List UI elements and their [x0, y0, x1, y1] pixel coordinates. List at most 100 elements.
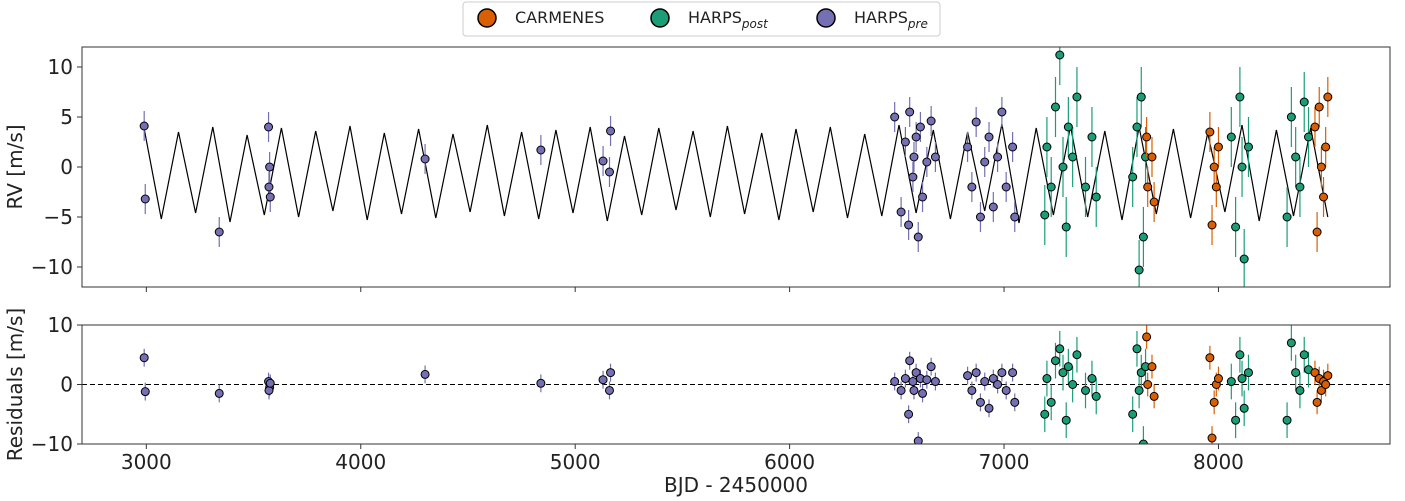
data-point — [1310, 122, 1320, 132]
legend-subscript: pre — [907, 17, 928, 31]
data-point — [890, 377, 900, 387]
data-point — [1321, 380, 1331, 389]
data-point — [1134, 385, 1144, 395]
data-point — [1055, 50, 1065, 60]
data-point — [913, 232, 923, 242]
data-point — [1142, 132, 1152, 142]
data-point — [1081, 385, 1091, 395]
data-point — [967, 385, 977, 395]
plot-area — [139, 47, 1333, 287]
data-point — [926, 116, 936, 126]
data-point — [1068, 152, 1078, 162]
data-point — [598, 156, 608, 166]
data-point — [1136, 92, 1146, 102]
legend-label: HARPSpost — [688, 8, 769, 31]
data-point — [971, 368, 981, 378]
data-point — [1209, 162, 1219, 172]
data-point — [1040, 210, 1050, 220]
data-point — [896, 207, 906, 217]
data-point — [1282, 212, 1292, 222]
data-point — [1231, 415, 1241, 425]
data-point — [1286, 338, 1296, 348]
legend-marker — [650, 8, 670, 28]
data-point — [905, 356, 915, 366]
plot-area — [82, 325, 1390, 444]
data-point — [1063, 362, 1073, 372]
data-point — [963, 142, 973, 152]
data-point — [265, 162, 275, 172]
data-point — [1316, 162, 1326, 172]
y-tick-label: 10 — [48, 55, 73, 79]
x-tick-label: 7000 — [979, 450, 1030, 474]
data-point — [1072, 350, 1082, 360]
y-tick-label: 10 — [48, 313, 73, 337]
data-point — [1295, 182, 1305, 192]
data-point — [984, 403, 994, 413]
data-point — [536, 378, 546, 388]
data-point — [963, 371, 973, 381]
data-point — [139, 121, 149, 131]
data-point — [1072, 92, 1082, 102]
plot-frame — [81, 46, 1391, 288]
data-point — [988, 374, 998, 384]
data-point — [1226, 377, 1236, 387]
data-point — [900, 374, 910, 384]
data-point — [420, 369, 430, 379]
data-point — [140, 194, 150, 204]
data-point — [140, 387, 150, 397]
data-point — [1239, 254, 1249, 264]
data-point — [1061, 415, 1071, 425]
data-point — [975, 212, 985, 222]
data-point — [908, 172, 918, 182]
y-tick-label: 5 — [60, 105, 73, 129]
data-point — [1282, 415, 1292, 425]
y-tick-label: 0 — [60, 373, 73, 397]
data-point — [1209, 397, 1219, 407]
data-point — [997, 368, 1007, 378]
data-point — [265, 378, 275, 388]
data-point — [1081, 182, 1091, 192]
data-point — [264, 385, 274, 395]
data-point — [1243, 368, 1253, 378]
x-tick-label: 3000 — [121, 450, 172, 474]
data-point — [922, 157, 932, 167]
data-point — [1132, 344, 1142, 354]
x-tick-label: 8000 — [1193, 450, 1244, 474]
data-point — [1091, 192, 1101, 202]
data-point — [900, 137, 910, 147]
data-point — [980, 157, 990, 167]
data-point — [918, 388, 928, 398]
data-point — [967, 182, 977, 192]
data-point — [1042, 374, 1052, 384]
data-point — [1132, 122, 1142, 132]
data-point — [604, 385, 614, 395]
data-point — [909, 385, 919, 395]
y-tick-label: −5 — [44, 205, 73, 229]
y-axis-label: Residuals [m/s] — [3, 308, 27, 462]
data-point — [1226, 132, 1236, 142]
data-point — [1061, 222, 1071, 232]
data-point — [1231, 222, 1241, 232]
data-point — [1134, 265, 1144, 275]
data-point — [1243, 142, 1253, 152]
data-point — [1316, 385, 1326, 395]
data-point — [1068, 380, 1078, 389]
data-point — [908, 377, 918, 387]
legend-subscript: post — [741, 17, 769, 31]
data-point — [1323, 92, 1333, 102]
data-point — [1058, 162, 1068, 172]
data-point — [1237, 162, 1247, 172]
legend-name: CARMENES — [515, 8, 604, 27]
legend-label: HARPSpre — [854, 8, 928, 31]
data-point — [606, 368, 616, 378]
data-point — [1128, 409, 1138, 419]
data-point — [1207, 220, 1217, 230]
data-point — [1058, 368, 1068, 378]
data-point — [1010, 397, 1020, 407]
data-point — [1213, 374, 1223, 384]
data-point — [1128, 172, 1138, 182]
y-tick-label: 0 — [60, 155, 73, 179]
data-point — [1143, 182, 1153, 192]
data-point — [1235, 92, 1245, 102]
